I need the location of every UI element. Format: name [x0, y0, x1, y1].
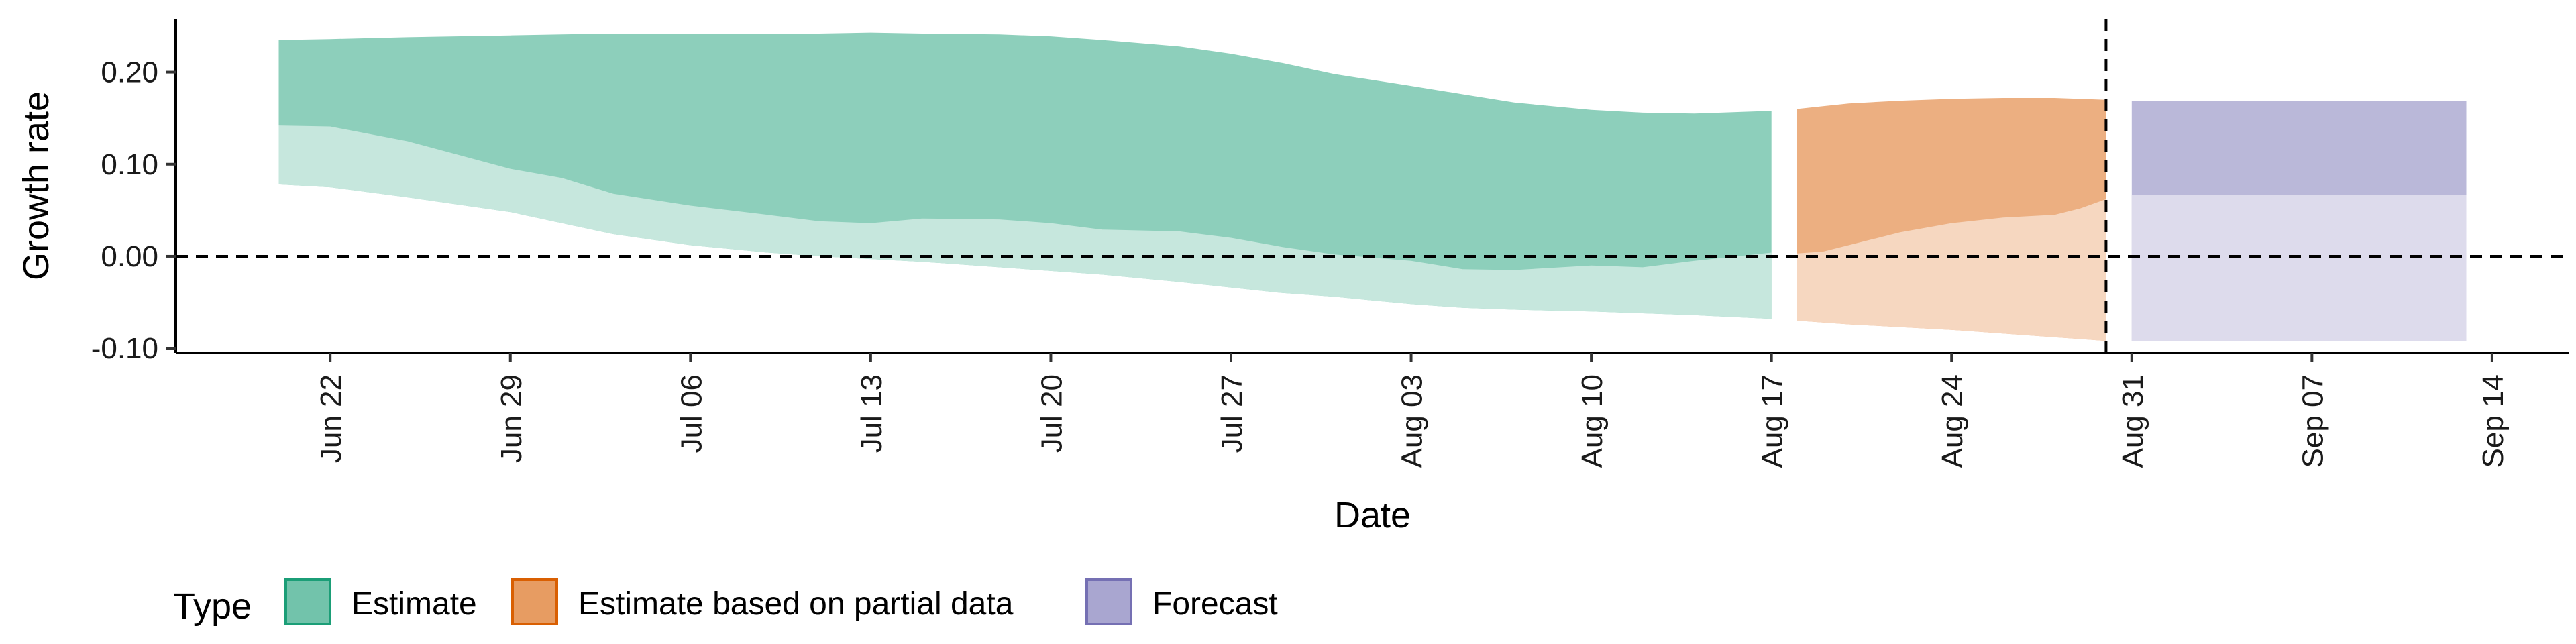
y-tick-label-2: 0.10	[101, 148, 158, 181]
legend-label-0: Estimate	[352, 586, 477, 622]
y-axis-title: Growth rate	[16, 91, 56, 280]
band-outer-0	[278, 32, 1772, 319]
x-tick-label-10: Aug 31	[2116, 374, 2149, 468]
legend-label-2: Forecast	[1152, 586, 1278, 622]
x-tick-label-9: Aug 24	[1936, 374, 1969, 468]
x-tick-label-8: Aug 17	[1756, 374, 1789, 468]
band-inner-1	[1797, 199, 2106, 341]
legend-swatch-0	[284, 578, 331, 625]
legend-title: Type	[173, 586, 252, 627]
x-tick-label-12: Sep 14	[2477, 374, 2510, 468]
reference-lines	[176, 19, 2569, 353]
x-tick-label-0: Jun 22	[315, 374, 347, 463]
x-tick-label-5: Jul 27	[1216, 374, 1248, 453]
series-bands	[278, 32, 2467, 341]
legend-swatch-2	[1085, 578, 1132, 625]
y-tick-label-1: 0.00	[101, 240, 158, 273]
band-inner-2	[2131, 195, 2467, 341]
x-tick-label-4: Jul 20	[1035, 374, 1068, 453]
x-axis-title: Date	[1334, 495, 1411, 535]
legend-label-1: Estimate based on partial data	[578, 586, 1014, 622]
x-tick-label-3: Jul 13	[855, 374, 888, 453]
legend-swatch-1	[511, 578, 558, 625]
x-tick-label-2: Jul 06	[675, 374, 708, 453]
x-tick-label-11: Sep 07	[2296, 374, 2329, 468]
legend: Type Estimate Estimate based on partial d…	[173, 578, 1278, 627]
axes	[174, 19, 2569, 354]
x-axis-ticks: Jun 22 Jun 29 Jul 06 Jul 13 Jul 20 Jul 27 Aug …	[315, 353, 2510, 468]
legend-items: Estimate Estimate based on partial data Fo…	[284, 578, 1278, 625]
band-inner-0	[278, 125, 1772, 319]
x-tick-label-1: Jun 29	[495, 374, 528, 463]
x-tick-label-6: Aug 03	[1396, 374, 1429, 468]
y-tick-label-3: 0.20	[101, 56, 158, 89]
y-axis-ticks: -0.10 0.00 0.10 0.20	[91, 56, 176, 365]
x-tick-label-7: Aug 10	[1576, 374, 1609, 468]
y-tick-label-0: -0.10	[91, 332, 158, 365]
